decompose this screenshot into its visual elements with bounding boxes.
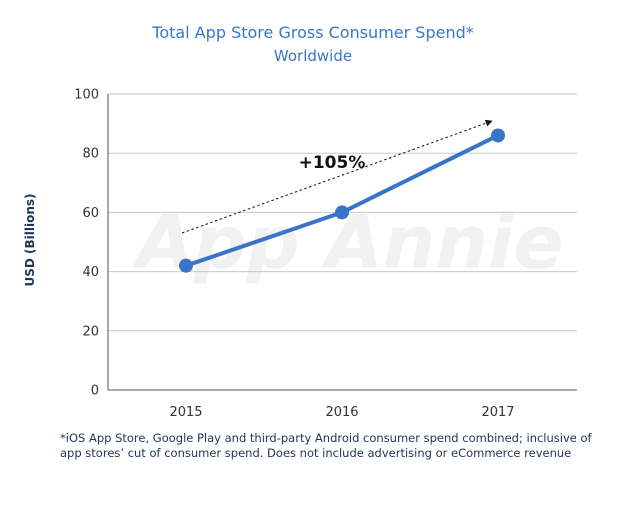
growth-annotation: +105% bbox=[299, 153, 366, 173]
y-tick-label: 100 bbox=[74, 88, 99, 103]
y-axis-ticks: 0 20 40 60 80 100 bbox=[74, 88, 99, 399]
series-gross-consumer-spend bbox=[179, 128, 505, 273]
x-axis-ticks: 2015 2016 2017 bbox=[169, 405, 514, 420]
footnote: *iOS App Store, Google Play and third-pa… bbox=[60, 431, 592, 460]
y-tick-label: 80 bbox=[82, 147, 99, 162]
x-tick-label: 2017 bbox=[481, 405, 514, 420]
data-point bbox=[335, 205, 349, 220]
y-tick-label: 40 bbox=[82, 265, 99, 280]
chart-subtitle: Worldwide bbox=[274, 47, 352, 65]
x-tick-label: 2015 bbox=[169, 405, 202, 420]
data-point bbox=[179, 258, 193, 273]
x-tick-label: 2016 bbox=[325, 405, 358, 420]
data-point bbox=[491, 128, 505, 143]
y-tick-label: 20 bbox=[82, 324, 99, 339]
y-tick-label: 60 bbox=[82, 206, 99, 221]
y-tick-label: 0 bbox=[91, 384, 99, 399]
chart: Total App Store Gross Consumer Spend* Wo… bbox=[23, 23, 577, 420]
y-axis-label: USD (Billions) bbox=[23, 193, 37, 286]
chart-title: Total App Store Gross Consumer Spend* bbox=[151, 23, 473, 42]
